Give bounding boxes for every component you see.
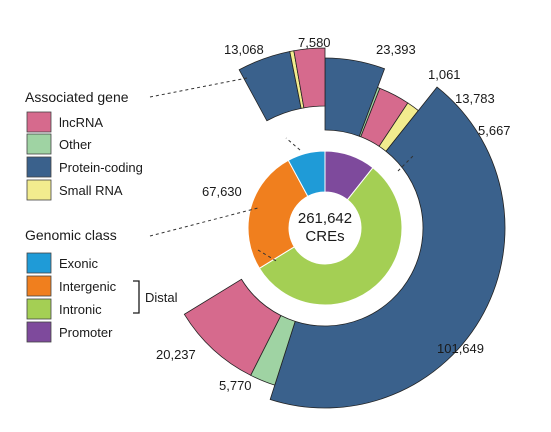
- leader-line-3: [285, 137, 301, 151]
- label-promoter-other: 1,061: [428, 67, 461, 82]
- distal-label: Distal: [145, 290, 178, 305]
- legend-swatch-lncrna: [26, 111, 52, 133]
- label-promoter-lncrna: 13,783: [455, 91, 495, 106]
- label-intergenic: 67,630: [202, 184, 242, 199]
- legend-gene-title: Associated gene: [25, 89, 129, 105]
- inner-slice-intergenic: [247, 159, 309, 269]
- inner-slice-exonic: [287, 150, 326, 198]
- legend-class-title: Genomic class: [25, 227, 117, 243]
- segment-labels: 13,068 7,580 23,393 1,061 13,783 5,667 1…: [156, 35, 511, 393]
- leader-line-1: [149, 207, 259, 237]
- outer-segment-intronic-protein_coding: [269, 86, 506, 409]
- label-promoter-small-rna: 5,667: [478, 123, 511, 138]
- label-exonic-lncrna: 7,580: [298, 35, 331, 50]
- legend-associated-gene: Associated gene lncRNA Other Protein-cod…: [25, 89, 143, 201]
- center-unit: CREs: [305, 228, 344, 245]
- legend-swatch-exonic: [26, 252, 52, 274]
- distal-bracket: [133, 280, 140, 314]
- legend-item-intergenic: Intergenic: [59, 279, 117, 294]
- outer-ring: [183, 47, 506, 409]
- legend-swatch-intronic: [26, 298, 52, 320]
- outer-segment-intronic-lncrna: [183, 278, 282, 376]
- label-exonic-protein-coding: 13,068: [224, 42, 264, 57]
- legend-item-small-rna: Small RNA: [59, 183, 123, 198]
- legend-swatch-other: [26, 133, 52, 155]
- legend-item-lncrna: lncRNA: [59, 115, 103, 130]
- label-intronic-other: 5,770: [219, 378, 252, 393]
- label-intronic-protein-coding: 101,649: [437, 341, 484, 356]
- leader-line-4: [397, 154, 415, 172]
- leader-line-2: [257, 249, 279, 263]
- label-promoter-protein-coding: 23,393: [376, 42, 416, 57]
- outer-segment-exonic-lncrna: [293, 47, 326, 109]
- legend-swatch-small-rna: [26, 179, 52, 201]
- legend-item-promoter: Promoter: [59, 325, 113, 340]
- leader-lines: [149, 77, 415, 263]
- leader-line-0: [149, 77, 248, 98]
- legend-genomic-class: Genomic class Exonic Intergenic Intronic…: [25, 227, 178, 343]
- legend-swatch-promoter: [26, 321, 52, 343]
- legend-swatch-intergenic: [26, 275, 52, 297]
- inner-slice-intronic: [258, 167, 403, 306]
- legend-item-exonic: Exonic: [59, 256, 99, 271]
- legend-item-intronic: Intronic: [59, 302, 102, 317]
- legend-item-protein-coding: Protein-coding: [59, 160, 143, 175]
- label-intronic-lncrna: 20,237: [156, 347, 196, 362]
- inner-ring: [247, 150, 403, 306]
- center-total: 261,642: [298, 210, 352, 227]
- legend-swatch-protein-coding: [26, 156, 52, 178]
- legend-item-other: Other: [59, 137, 92, 152]
